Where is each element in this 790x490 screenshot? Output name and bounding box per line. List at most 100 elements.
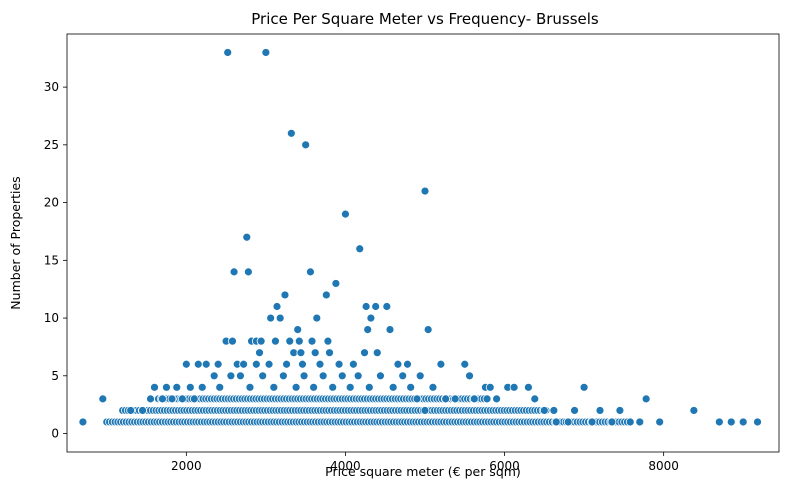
data-point [492,394,501,404]
data-point [228,336,237,346]
data-point [371,302,381,311]
data-point [256,336,266,346]
data-point [753,417,762,427]
data-point [382,302,392,311]
y-tick-label: 15 [44,253,59,267]
x-tick-label: 8000 [648,459,679,473]
data-point [306,267,315,277]
data-point [689,406,699,415]
data-points [78,48,762,427]
data-point [388,382,398,392]
y-tick-label: 25 [44,138,59,152]
y-tick-label: 10 [44,311,59,325]
data-point [172,382,182,392]
data-point [420,186,430,196]
data-point [285,336,295,346]
data-point [539,406,549,415]
data-point [551,417,561,427]
plot-frame [66,33,780,453]
data-point [325,348,334,358]
data-point [266,313,276,323]
data-point [423,325,433,335]
data-point [223,48,233,57]
data-point [185,382,195,392]
data-point [337,371,347,381]
data-point [272,302,282,311]
data-point [294,336,304,346]
data-point [524,382,533,392]
x-axis-ticks: 2000 4000 6000 8000 [171,452,679,473]
data-point [415,371,425,381]
data-point [258,371,268,381]
data-point [181,359,191,369]
y-tick-label: 0 [51,427,59,441]
data-point [363,325,373,335]
data-point [403,359,412,369]
x-axis-label: Price square meter (€ per sqm) [325,464,521,479]
data-point [299,371,309,381]
data-point [201,359,211,369]
data-point [301,140,311,150]
data-point [229,267,239,277]
data-point [549,406,559,415]
data-point [361,302,371,311]
data-point [450,394,460,404]
data-point [255,348,264,358]
data-point [465,371,474,381]
data-point [193,359,203,369]
data-point [587,417,597,427]
data-point [635,417,645,427]
data-point [286,128,296,138]
data-point [158,394,167,404]
data-point [167,394,177,404]
data-point [726,417,736,427]
chart-title: Price Per Square Meter vs Frequency- Bru… [251,10,599,28]
data-point [197,382,207,392]
data-point [245,382,255,392]
data-point [353,371,363,381]
data-point [189,394,199,404]
data-point [376,371,385,381]
data-point [509,382,519,392]
data-point [261,48,271,57]
data-point [345,382,355,392]
data-point [366,313,376,323]
data-point [714,417,724,427]
data-point [530,394,540,404]
data-point [607,417,617,427]
data-point [298,359,307,369]
data-point [309,382,319,392]
data-point [226,371,236,381]
y-tick-label: 30 [44,80,59,94]
x-tick-label: 4000 [330,459,361,473]
data-point [360,348,369,358]
data-point [280,290,290,300]
data-point [579,382,589,392]
data-point [420,406,430,415]
data-point [243,267,253,277]
data-point [98,394,108,404]
data-point [215,382,225,392]
data-point [595,406,605,415]
data-point [563,417,573,427]
data-point [428,382,438,392]
data-point [239,359,249,369]
data-point [177,394,187,404]
data-point [296,348,306,358]
y-tick-label: 20 [44,196,59,210]
data-point [264,359,274,369]
data-point [485,382,495,392]
data-point [328,382,338,392]
data-point [146,394,155,404]
data-point [469,394,479,404]
y-axis-label: Number of Properties [8,176,23,309]
data-point [209,371,219,381]
data-point [213,359,223,369]
x-tick-label: 6000 [489,459,520,473]
data-point [398,371,408,381]
data-point [78,417,88,427]
data-point [162,382,171,392]
data-point [348,359,358,369]
data-point [641,394,651,404]
data-point [334,359,344,369]
